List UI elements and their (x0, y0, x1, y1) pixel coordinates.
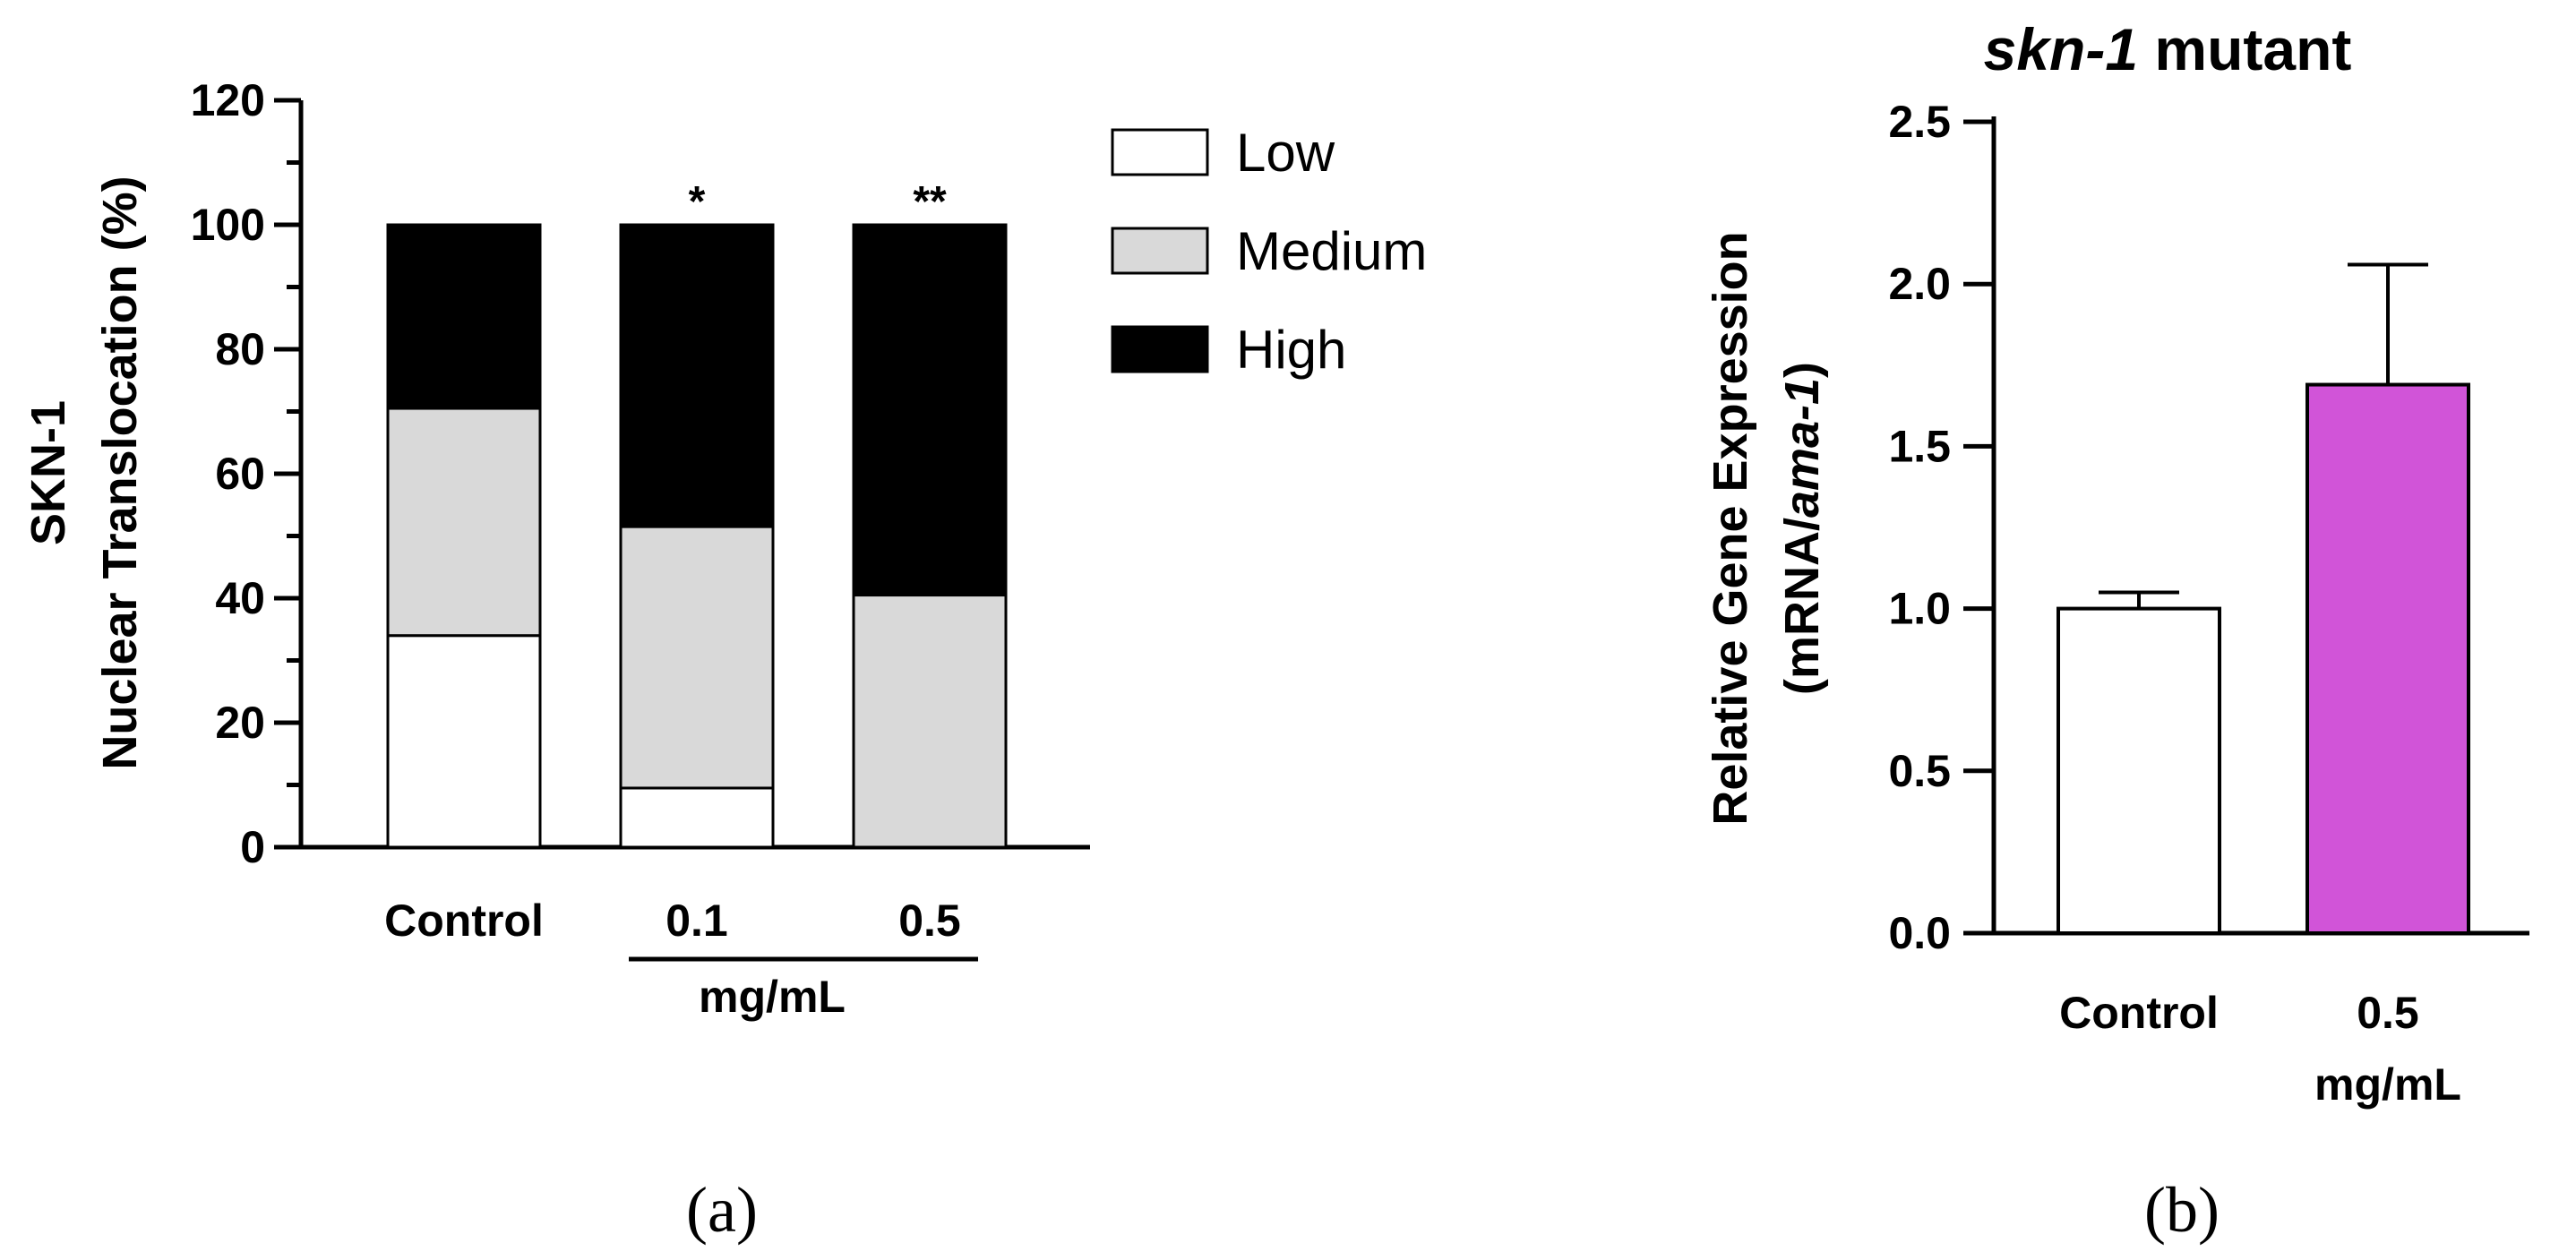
panel-b-title: skn-1 mutant (1984, 16, 2352, 82)
panel-b-y-axis-title-line2: (mRNA/ama-1) (1775, 362, 1829, 695)
legend-swatch-low (1111, 128, 1209, 176)
legend-label-low: Low (1236, 123, 1335, 183)
panel-b-chart: skn-1 mutant 0.0 0.5 1.0 1.5 2.0 2.5 Control 0… (1704, 16, 2529, 1246)
panel-a-x-tick-label: Control (384, 896, 544, 946)
panel-b-y-title-suffix: ) (1775, 362, 1829, 378)
panel-a-x-tick-label: 0.5 (898, 896, 961, 946)
legend-label-medium: Medium (1236, 221, 1427, 281)
panel-b-y-tick-label: 2.0 (1888, 259, 1951, 309)
panel-b-title-gene: skn-1 (1984, 16, 2138, 82)
legend-label-high: High (1236, 320, 1346, 380)
significance-mark: ** (913, 178, 947, 226)
bar-low-0-1 (619, 786, 775, 849)
bar-low-control (386, 634, 542, 849)
panel-b-y-tick-label: 1.0 (1888, 584, 1951, 634)
bar-high-control (386, 223, 542, 410)
panel-b-x-tick-label: Control (2059, 988, 2219, 1038)
panel-a-y-tick-label: 80 (215, 324, 265, 374)
panel-a-x-tick-labels: Control 0.1 0.5 (384, 896, 961, 946)
panel-a-y-tick-label: 60 (215, 449, 265, 499)
panel-b-title-rest: mutant (2138, 16, 2351, 82)
significance-mark: * (689, 178, 706, 226)
legend-swatch-medium (1111, 227, 1209, 275)
panel-a-legend: Low Medium High (1111, 123, 1427, 380)
panel-b-y-tick-label: 2.5 (1888, 97, 1951, 147)
panel-a-y-tick-label: 120 (191, 75, 265, 125)
bar-high-0-5 (852, 223, 1008, 597)
panel-a-group-label: mg/mL (699, 972, 846, 1022)
panel-a-label: (a) (686, 1174, 758, 1246)
bar-medium-0-1 (619, 525, 775, 790)
panel-a-x-tick-label: 0.1 (665, 896, 728, 946)
legend-swatch-high (1111, 325, 1209, 373)
panel-a-significance-marks: * ** (689, 178, 947, 226)
panel-b-y-ticks: 0.0 0.5 1.0 1.5 2.0 2.5 (1888, 97, 1994, 958)
panel-a-y-ticks: 0 20 40 60 80 100 120 (191, 75, 301, 872)
panel-a-y-tick-label: 20 (215, 698, 265, 748)
bar-medium-control (386, 407, 542, 638)
panel-b-y-axis-title-line1: Relative Gene Expression (1704, 231, 1757, 825)
bar-high-0-1 (619, 223, 775, 528)
panel-a-y-tick-label: 40 (215, 573, 265, 623)
panel-b-y-tick-label: 1.5 (1888, 421, 1951, 471)
panel-a-bars (386, 223, 1008, 849)
panel-a-y-tick-label: 0 (240, 822, 265, 872)
bar-0-5 (2306, 382, 2470, 935)
panel-b-y-title-prefix: (mRNA/ (1775, 518, 1829, 695)
panel-a-y-axis-title-line2: Nuclear Translocation (%) (93, 176, 147, 769)
panel-b-x-tick-sublabel: mg/mL (2314, 1059, 2461, 1110)
panel-b-y-tick-label: 0.0 (1888, 908, 1951, 958)
panel-b-y-title-italic: ama-1 (1775, 378, 1829, 518)
bar-medium-0-5 (852, 594, 1008, 849)
bar-control (2057, 606, 2221, 935)
panel-b-y-tick-label: 0.5 (1888, 746, 1951, 796)
panel-b-x-tick-labels: Control 0.5 mg/mL (2059, 988, 2461, 1110)
panel-b-bars (2057, 262, 2470, 935)
panel-b-label: (b) (2144, 1174, 2220, 1246)
panel-a-y-tick-label: 100 (191, 200, 265, 250)
panel-b-x-tick-label: 0.5 (2357, 988, 2419, 1038)
panel-a-y-axis-title-line1: SKN-1 (21, 400, 75, 545)
